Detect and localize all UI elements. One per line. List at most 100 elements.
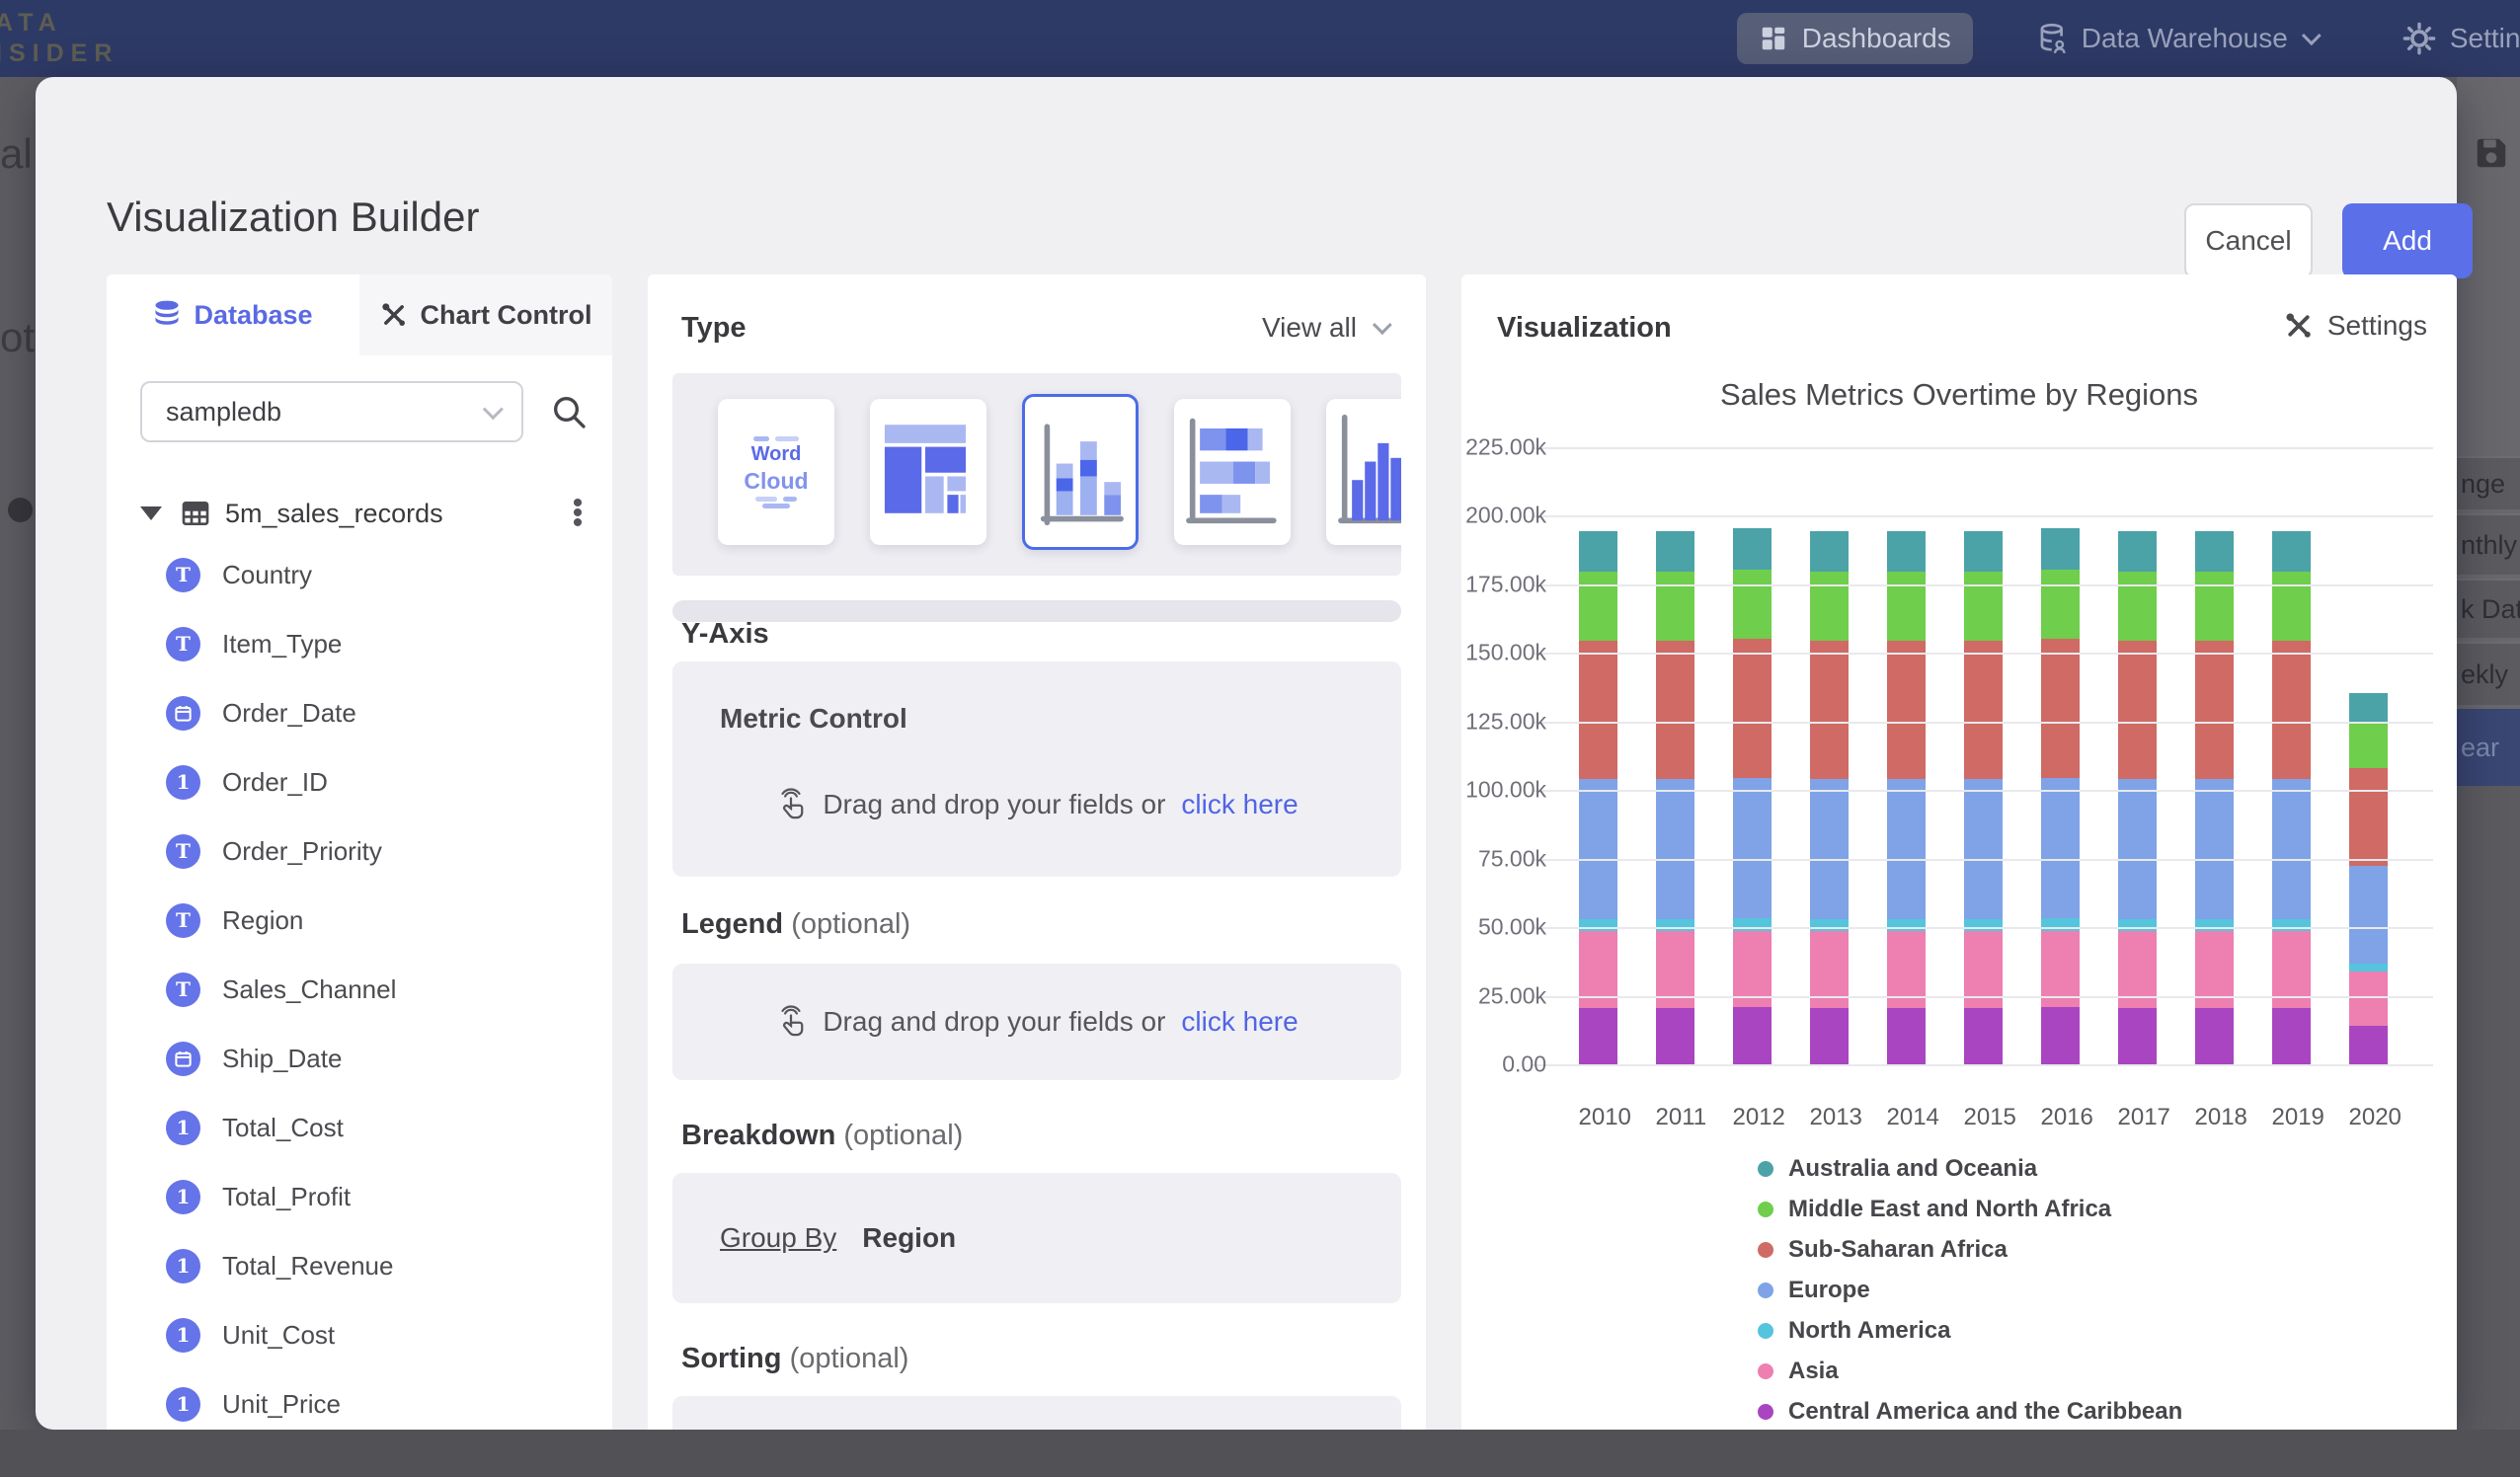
optional-suffix: (optional): [843, 1120, 964, 1151]
modal-title: Visualization Builder: [107, 194, 480, 240]
bar-segment: [1732, 930, 1772, 1008]
gridline: [1533, 447, 2433, 449]
sorting-heading-label: Sorting: [681, 1343, 782, 1374]
field-item-total_cost[interactable]: 1 Total_Cost: [140, 1100, 592, 1155]
bar-segment: [1963, 918, 2003, 932]
kebab-menu-icon[interactable]: • • •: [572, 487, 584, 539]
x-axis-labels: 2010 2011 2012 2013 2014 2015 2016 2017 2018 2019…: [1533, 1104, 2433, 1131]
field-item-order_id[interactable]: 1 Order_ID: [140, 754, 592, 810]
x-axis-tick-label: 2010: [1578, 1104, 1631, 1130]
y-axis-tick-label: 150.00k: [1465, 639, 1546, 665]
visualization-settings-button[interactable]: Settings: [2284, 310, 2427, 342]
background-text-fragment: al: [0, 130, 33, 177]
save-icon[interactable]: [2473, 134, 2510, 172]
top-nav-bar: DATA INSIDER Dashboards Data Warehouse S…: [0, 0, 2520, 77]
app-logo: DATA INSIDER: [0, 8, 118, 69]
y-axis-tick-label: 100.00k: [1465, 776, 1546, 803]
bar-segment: [2348, 963, 2388, 972]
view-all-button[interactable]: View all: [1262, 312, 1392, 344]
chart-type-stacked-column[interactable]: [1022, 394, 1139, 550]
gear-icon: [2402, 22, 2436, 55]
background-menu-item[interactable]: nge: [2457, 456, 2520, 509]
number-field-icon: 1: [166, 1110, 200, 1145]
field-item-item_type[interactable]: T Item_Type: [140, 616, 592, 671]
add-button[interactable]: Add: [2342, 203, 2473, 278]
bar-segment: [2348, 1025, 2388, 1064]
field-item-unit_price[interactable]: 1 Unit_Price: [140, 1376, 592, 1432]
table-icon: [182, 502, 209, 525]
field-item-sales_channel[interactable]: T Sales_Channel: [140, 962, 592, 1017]
stacked-bar-2013: [1809, 530, 1849, 1064]
tap-icon: [781, 788, 804, 819]
background-menu-item[interactable]: ekly: [2457, 642, 2520, 705]
legend-item[interactable]: Europe: [1758, 1270, 2182, 1310]
legend-item[interactable]: Asia: [1758, 1351, 2182, 1391]
legend-item[interactable]: Middle East and North Africa: [1758, 1189, 2182, 1229]
legend-label: Europe: [1788, 1276, 1870, 1303]
legend-dot: [1758, 1362, 1773, 1379]
cancel-button[interactable]: Cancel: [2184, 203, 2313, 278]
x-axis-tick-label: 2012: [1732, 1104, 1785, 1130]
field-item-order_priority[interactable]: T Order_Priority: [140, 823, 592, 879]
field-name: Unit_Price: [222, 1388, 341, 1419]
y-axis-tick-label: 0.00: [1502, 1050, 1546, 1077]
tab-chart-control[interactable]: Chart Control: [359, 274, 612, 355]
field-item-region[interactable]: T Region: [140, 893, 592, 948]
bar-segment: [1886, 779, 1926, 919]
field-name: Ship_Date: [222, 1043, 343, 1073]
field-name: Total_Revenue: [222, 1250, 394, 1281]
legend-item[interactable]: Central America and the Caribbean: [1758, 1391, 2182, 1432]
field-item-unit_cost[interactable]: 1 Unit_Cost: [140, 1307, 592, 1362]
type-strip-scrollbar[interactable]: [672, 600, 1401, 622]
metric-control-dropzone[interactable]: Metric Control Drag and drop your fields…: [672, 661, 1401, 877]
x-axis-tick-label: 2018: [2194, 1104, 2247, 1130]
bar-segment: [1809, 530, 1849, 572]
database-select[interactable]: sampledb: [140, 381, 523, 442]
stacked-bar-2010: [1578, 530, 1617, 1064]
click-here-link[interactable]: click here: [1181, 789, 1299, 819]
bar-segment: [1655, 571, 1694, 641]
nav-data-warehouse[interactable]: Data Warehouse: [2016, 13, 2337, 64]
field-item-order_date[interactable]: Order_Date: [140, 685, 592, 740]
legend-dot: [1758, 1201, 1773, 1217]
search-button[interactable]: [549, 392, 589, 431]
bar-segment: [1963, 571, 2003, 641]
bar-segment: [2348, 724, 2388, 769]
legend-dot: [1758, 1160, 1773, 1177]
tab-database[interactable]: Database: [107, 274, 359, 355]
background-menu-item[interactable]: k Date: [2457, 579, 2520, 638]
tools-icon: [2286, 313, 2311, 338]
field-name: Region: [222, 904, 304, 935]
legend-dropzone[interactable]: Drag and drop your fields or click here: [672, 964, 1401, 1080]
background-menu-item[interactable]: nthly: [2457, 513, 2520, 575]
field-item-total_revenue[interactable]: 1 Total_Revenue: [140, 1238, 592, 1293]
nav-dashboards[interactable]: Dashboards: [1736, 13, 1973, 64]
breakdown-group-by-box[interactable]: Group By Region: [672, 1173, 1401, 1303]
bar-segment: [1578, 931, 1617, 1008]
chart-type-treemap[interactable]: [870, 399, 986, 545]
gridline: [1533, 858, 2433, 861]
group-by-label[interactable]: Group By: [720, 1222, 837, 1253]
nav-settings-label: Settings: [2449, 23, 2520, 53]
field-item-ship_date[interactable]: Ship_Date: [140, 1031, 592, 1086]
legend-item[interactable]: Sub-Saharan Africa: [1758, 1229, 2182, 1270]
chart-type-stacked-bar[interactable]: [1174, 399, 1291, 545]
bar-segment: [1655, 530, 1694, 572]
number-field-icon: 1: [166, 764, 200, 800]
chart-type-strip: Word Cloud: [672, 373, 1401, 576]
field-item-total_profit[interactable]: 1 Total_Profit: [140, 1169, 592, 1224]
field-name: Sales_Channel: [222, 973, 397, 1004]
legend-dot: [1758, 1403, 1773, 1420]
chart-type-word-cloud[interactable]: Word Cloud: [718, 399, 834, 545]
legend-item[interactable]: Australia and Oceania: [1758, 1148, 2182, 1189]
table-tree-item[interactable]: 5m_sales_records • • •: [140, 487, 592, 539]
background-menu-item[interactable]: ear: [2457, 709, 2520, 786]
x-axis-tick-label: 2015: [1963, 1104, 2016, 1130]
chart-type-column[interactable]: [1326, 399, 1401, 545]
y-axis-tick-label: 75.00k: [1477, 845, 1546, 872]
click-here-link[interactable]: click here: [1181, 1006, 1299, 1037]
nav-settings[interactable]: Settings: [2381, 12, 2520, 65]
x-axis-tick-label: 2020: [2348, 1104, 2402, 1130]
field-item-country[interactable]: T Country: [140, 547, 592, 602]
legend-item[interactable]: North America: [1758, 1310, 2182, 1351]
